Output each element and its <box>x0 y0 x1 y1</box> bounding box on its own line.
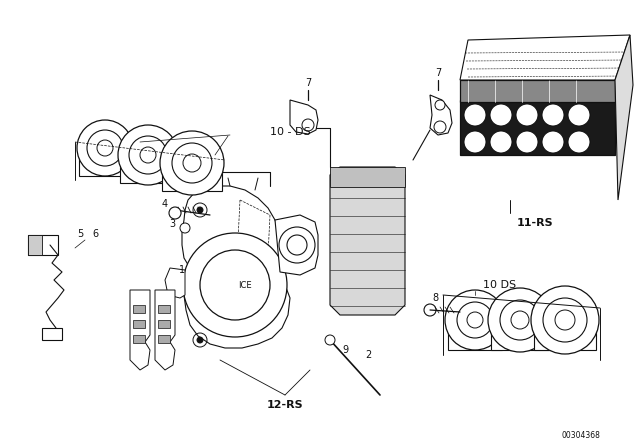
Polygon shape <box>155 290 175 370</box>
Text: 5: 5 <box>77 229 83 239</box>
Polygon shape <box>130 290 150 370</box>
Text: 1: 1 <box>179 265 185 275</box>
Circle shape <box>172 143 212 183</box>
Text: ICE: ICE <box>238 280 252 289</box>
Circle shape <box>87 130 123 166</box>
Circle shape <box>183 233 287 337</box>
Circle shape <box>183 154 201 172</box>
Circle shape <box>160 131 224 195</box>
Text: 7: 7 <box>435 68 441 78</box>
Polygon shape <box>460 35 630 80</box>
Circle shape <box>325 335 335 345</box>
Text: 8: 8 <box>432 293 438 303</box>
Circle shape <box>542 131 564 153</box>
Circle shape <box>457 302 493 338</box>
Bar <box>330 167 405 187</box>
Circle shape <box>97 140 113 156</box>
Text: 11-RS: 11-RS <box>516 218 554 228</box>
Circle shape <box>543 298 587 342</box>
Text: 00304368: 00304368 <box>561 431 600 439</box>
Circle shape <box>511 311 529 329</box>
Bar <box>491 320 549 350</box>
Bar <box>162 163 222 191</box>
Polygon shape <box>182 186 290 348</box>
Circle shape <box>490 104 512 126</box>
Bar <box>158 305 170 313</box>
Polygon shape <box>330 167 405 315</box>
Text: 10 DS: 10 DS <box>483 280 516 290</box>
Circle shape <box>531 286 599 354</box>
Bar <box>448 320 502 350</box>
Text: 10 - DS: 10 - DS <box>270 127 310 137</box>
Bar <box>28 235 42 255</box>
Circle shape <box>279 227 315 263</box>
Bar <box>120 155 176 183</box>
Circle shape <box>490 131 512 153</box>
Polygon shape <box>430 95 452 135</box>
Circle shape <box>488 288 552 352</box>
Circle shape <box>287 235 307 255</box>
Bar <box>133 320 145 328</box>
Circle shape <box>435 100 445 110</box>
Circle shape <box>434 121 446 133</box>
Text: 9: 9 <box>342 345 348 355</box>
Circle shape <box>118 125 178 185</box>
Bar <box>133 305 145 313</box>
Text: 4: 4 <box>162 199 168 209</box>
Circle shape <box>180 223 190 233</box>
Circle shape <box>568 104 590 126</box>
Bar <box>133 335 145 343</box>
Circle shape <box>464 131 486 153</box>
Bar <box>158 335 170 343</box>
Circle shape <box>129 136 167 174</box>
Text: 7: 7 <box>305 78 311 88</box>
Circle shape <box>169 207 181 219</box>
Bar <box>79 148 131 176</box>
Circle shape <box>77 120 133 176</box>
Circle shape <box>500 300 540 340</box>
Polygon shape <box>290 100 318 134</box>
Circle shape <box>467 312 483 328</box>
Bar <box>460 80 615 102</box>
Bar <box>28 235 58 255</box>
Bar <box>42 328 62 340</box>
Polygon shape <box>275 215 318 275</box>
Text: 6: 6 <box>92 229 98 239</box>
Bar <box>534 320 596 350</box>
Circle shape <box>197 337 203 343</box>
Polygon shape <box>615 35 633 200</box>
Bar <box>460 100 615 155</box>
Circle shape <box>424 304 436 316</box>
Text: 12-RS: 12-RS <box>267 400 303 410</box>
Circle shape <box>542 104 564 126</box>
Circle shape <box>445 290 505 350</box>
Text: 2: 2 <box>365 350 371 360</box>
Circle shape <box>555 310 575 330</box>
Text: 3: 3 <box>169 219 175 229</box>
Circle shape <box>464 104 486 126</box>
Circle shape <box>516 104 538 126</box>
Bar <box>158 320 170 328</box>
Circle shape <box>197 207 203 213</box>
Circle shape <box>516 131 538 153</box>
Polygon shape <box>165 268 185 298</box>
Circle shape <box>200 250 270 320</box>
Circle shape <box>302 119 314 131</box>
Circle shape <box>568 131 590 153</box>
Circle shape <box>140 147 156 163</box>
